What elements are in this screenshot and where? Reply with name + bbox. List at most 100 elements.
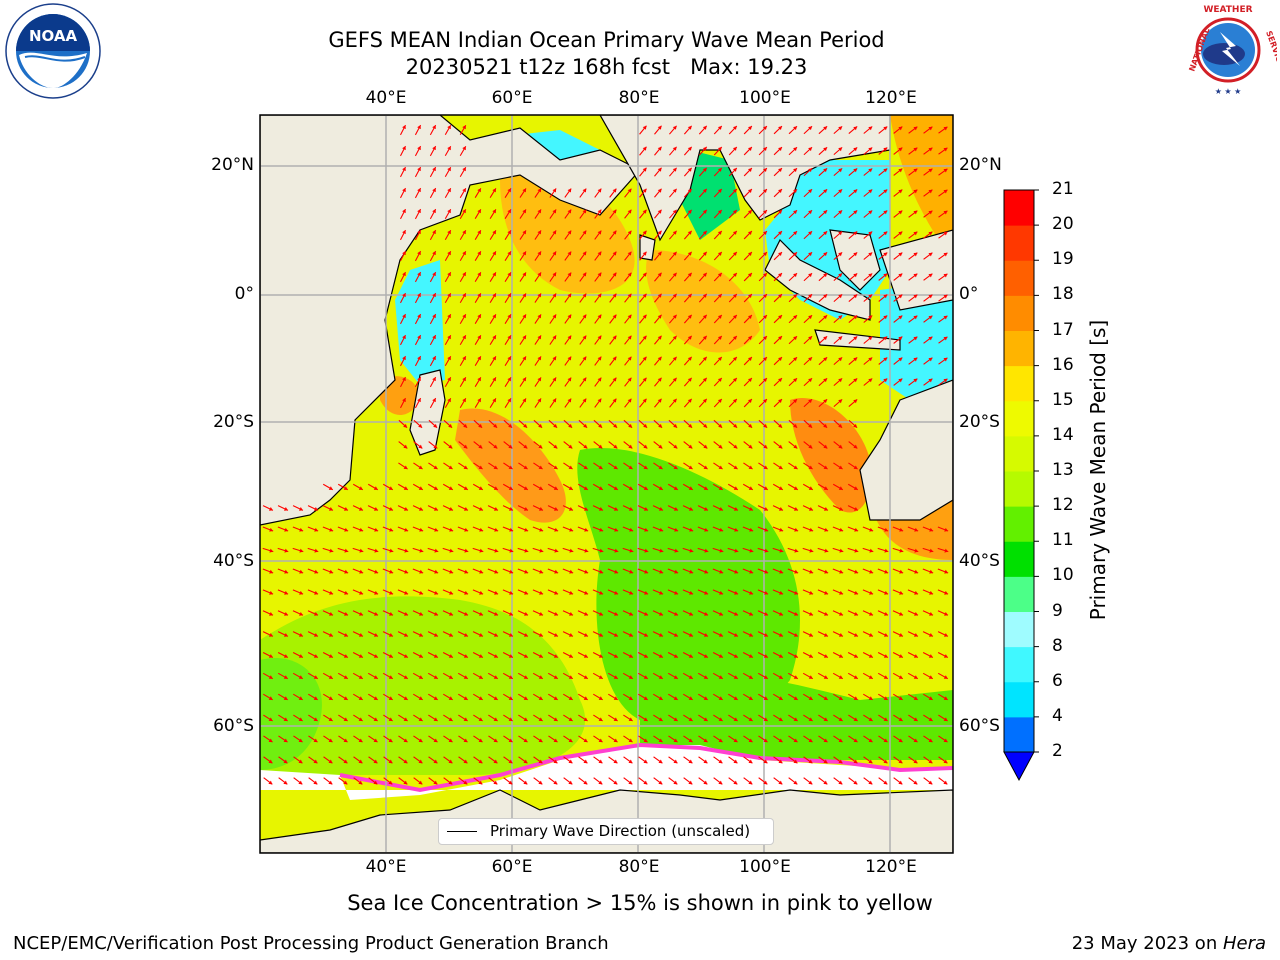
wave-direction-arrowhead <box>417 125 421 130</box>
wave-direction-arrowhead <box>853 315 858 320</box>
wave-direction-arrowhead <box>537 230 542 235</box>
wave-direction-arrowhead <box>448 486 453 490</box>
wave-direction-arrowhead <box>747 399 752 403</box>
wave-direction-arrowhead <box>597 272 602 277</box>
wave-direction-arrowhead <box>672 398 677 403</box>
map-frame <box>259 114 954 854</box>
wave-direction-arrowhead <box>838 696 843 700</box>
wave-direction-arrowhead <box>568 654 573 658</box>
wave-direction-arrowhead <box>898 759 903 764</box>
wave-direction-arrowhead <box>552 377 557 382</box>
wave-direction-arrowhead <box>868 336 873 341</box>
colorbar-segment <box>1004 295 1034 331</box>
map-legend: Primary Wave Direction (unscaled) <box>438 818 774 845</box>
wave-direction-arrowhead <box>702 125 707 130</box>
wave-direction-arrowhead <box>884 611 889 616</box>
wave-direction-arrowhead <box>552 314 557 319</box>
wave-direction-arrowhead <box>657 209 662 214</box>
wave-direction-arrowhead <box>432 230 436 235</box>
wave-direction-arrowhead <box>779 569 784 574</box>
colorbar-segment <box>1004 260 1034 296</box>
wave-direction-arrowhead <box>328 717 333 721</box>
wave-direction-arrowhead <box>718 696 723 700</box>
wave-direction-arrowhead <box>913 336 918 341</box>
wave-direction-arrowhead <box>629 569 634 574</box>
wave-direction-arrowhead <box>477 251 481 256</box>
lat-tick-right: 20°N <box>959 155 1002 175</box>
wave-direction-arrowhead <box>552 356 557 361</box>
wave-direction-arrowhead <box>627 209 632 214</box>
wave-direction-arrowhead <box>269 548 274 553</box>
wave-direction-arrowhead <box>522 314 527 319</box>
wave-direction-arrowhead <box>373 759 378 764</box>
wave-direction-arrowhead <box>567 314 572 319</box>
wave-direction-arrowhead <box>508 423 513 428</box>
wave-direction-arrowhead <box>672 293 677 298</box>
wave-direction-arrowhead <box>433 486 438 490</box>
wave-direction-arrowhead <box>853 696 858 700</box>
wave-direction-arrowhead <box>899 590 904 595</box>
colorbar-tick-label: 19 <box>1052 249 1074 270</box>
wave-direction-arrowhead <box>703 696 708 700</box>
wave-direction-arrowhead <box>808 273 813 278</box>
wave-direction-arrowhead <box>913 273 918 278</box>
wave-direction-arrowhead <box>567 230 572 235</box>
wave-direction-arrowhead <box>402 209 406 214</box>
wave-direction-arrowhead <box>597 398 602 403</box>
footer-date-text: 23 May 2023 on <box>1071 933 1223 954</box>
wave-direction-arrowhead <box>358 507 363 511</box>
wave-direction-arrowhead <box>268 717 273 721</box>
wave-direction-arrowhead <box>283 780 288 785</box>
wave-direction-arrowhead <box>553 423 558 428</box>
wave-direction-arrowhead <box>717 251 722 256</box>
wave-direction-arrowhead <box>418 633 423 637</box>
wave-direction-arrowhead <box>583 696 588 700</box>
wave-direction-arrowhead <box>269 527 274 532</box>
wave-direction-arrowhead <box>657 335 662 340</box>
wave-direction-arrowhead <box>672 146 677 151</box>
wave-direction-arrowhead <box>778 780 783 785</box>
wave-direction-arrowhead <box>449 611 454 616</box>
wave-direction-arrowhead <box>928 294 933 299</box>
wave-direction-arrowhead <box>613 717 618 721</box>
wave-direction-arrowhead <box>763 780 768 785</box>
wave-direction-arrowhead <box>627 377 632 382</box>
wave-direction-arrowhead <box>838 633 843 637</box>
wave-direction-arrowhead <box>388 696 393 700</box>
wave-direction-arrowhead <box>868 210 873 215</box>
period-zone-16 <box>890 115 953 260</box>
wave-direction-arrowhead <box>358 759 363 764</box>
wave-direction-arrowhead <box>793 696 798 700</box>
wave-direction-arrowhead <box>823 759 828 764</box>
wave-direction-arrowhead <box>508 633 513 637</box>
wave-direction-arrowhead <box>763 654 768 658</box>
wave-direction-arrowhead <box>943 126 948 131</box>
wave-direction-arrowhead <box>704 569 709 574</box>
wave-direction-arrowhead <box>418 444 423 449</box>
wave-direction-arrowhead <box>463 696 468 700</box>
wave-direction-arrowhead <box>747 378 752 382</box>
wave-direction-arrowhead <box>478 696 483 700</box>
wave-direction-arrowhead <box>479 548 484 553</box>
wave-direction-arrowhead <box>418 696 423 700</box>
sumatra-land <box>764 238 871 321</box>
wave-direction-arrowhead <box>748 738 753 743</box>
colorbar-segment <box>1004 541 1034 577</box>
wave-direction-arrowhead <box>298 780 303 785</box>
wave-direction-arrowhead <box>404 569 409 574</box>
wave-direction-arrowhead <box>343 759 348 764</box>
wave-direction-arrowhead <box>808 126 813 131</box>
wave-direction-arrowhead <box>823 147 828 152</box>
wave-direction-arrowhead <box>914 569 919 574</box>
wave-direction-arrowhead <box>883 738 888 743</box>
wave-direction-arrowhead <box>747 336 752 340</box>
wave-direction-arrowhead <box>448 696 453 700</box>
wave-direction-arrowhead <box>479 590 484 595</box>
wave-direction-arrowhead <box>673 696 678 700</box>
wave-direction-arrowhead <box>313 633 318 637</box>
wave-direction-arrowhead <box>358 675 363 679</box>
wave-direction-arrowhead <box>554 527 559 532</box>
svg-text:WEATHER: WEATHER <box>1203 5 1252 15</box>
wave-direction-arrowhead <box>433 759 438 764</box>
wave-direction-arrowhead <box>314 611 319 616</box>
